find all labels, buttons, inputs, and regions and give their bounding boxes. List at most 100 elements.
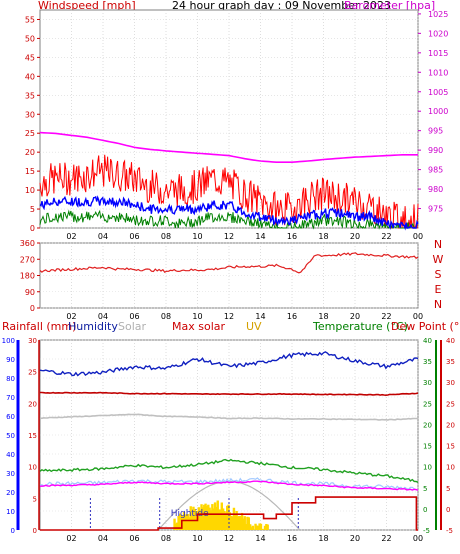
compass-label: W xyxy=(433,253,444,266)
uv-bar xyxy=(243,516,246,530)
direction-y-tick-label: 270 xyxy=(20,255,35,264)
wind-y-tick-label: 25 xyxy=(25,129,35,138)
wind-panel-frame xyxy=(39,9,419,229)
dew-point-y-tick-label: 20 xyxy=(446,421,455,429)
uv-bar xyxy=(173,518,176,530)
uv-bar xyxy=(201,507,205,530)
wind-direction-series xyxy=(39,252,419,274)
temperature-y-tick-label: 5 xyxy=(423,485,427,493)
rainfall-series xyxy=(40,496,418,531)
uv-bar xyxy=(238,515,241,530)
solar-series xyxy=(39,413,419,421)
humidity-y-tick-label: 0 xyxy=(11,527,15,535)
dew-point-y-tick-label: 25 xyxy=(446,400,455,408)
uv-bar xyxy=(190,515,194,530)
direction-y-tick-label: 90 xyxy=(25,288,35,297)
x-tick-label: 20 xyxy=(350,312,360,321)
uv-bar xyxy=(240,512,244,530)
barometer-y-tick-label: 985 xyxy=(428,166,443,175)
barometer-axis-title: Barometer [hpa] xyxy=(344,0,436,12)
uv-bar xyxy=(235,510,238,530)
humidity-y-tick-label: 80 xyxy=(6,375,15,383)
wind-y-tick-label: 20 xyxy=(25,148,35,157)
uv-bar xyxy=(232,507,236,530)
x-tick-label: 00 xyxy=(413,312,423,321)
uv-bar xyxy=(236,516,240,530)
x-tick-label: 12 xyxy=(224,534,234,543)
uv-bar xyxy=(255,525,259,530)
x-tick-label: 14 xyxy=(255,232,265,241)
barometer-y-tick-label: 1010 xyxy=(428,68,448,77)
humidity-y-tick-label: 10 xyxy=(6,508,15,516)
humidity-y-tick-label: 30 xyxy=(6,470,15,478)
uv-bar xyxy=(246,516,249,530)
x-tick-label: 16 xyxy=(287,534,297,543)
uv-bar xyxy=(227,504,230,530)
wind-y-tick-label: 40 xyxy=(25,72,35,81)
temperature-y-tick-label: 35 xyxy=(423,358,432,366)
humidity-y-tick-label: 90 xyxy=(6,356,15,364)
temperature-y-tick-label: 15 xyxy=(423,443,432,451)
x-tick-label: 12 xyxy=(224,312,234,321)
uv-bar xyxy=(250,527,253,530)
wind-gust-series xyxy=(39,154,419,229)
compass-label: N xyxy=(434,238,442,251)
barometer-y-tick-label: 1015 xyxy=(428,49,448,58)
uv-bar xyxy=(231,516,234,530)
uv-bar xyxy=(184,515,187,530)
uv-bar xyxy=(257,525,260,530)
x-tick-label: 18 xyxy=(318,534,328,543)
x-tick-label: 18 xyxy=(318,312,328,321)
wind-y-tick-label: 30 xyxy=(25,110,35,119)
uv-bar xyxy=(223,511,226,530)
uv-legend: UV xyxy=(246,320,262,333)
barometer-y-tick-label: 990 xyxy=(428,146,443,155)
uv-bar xyxy=(228,512,232,530)
dew-point-y-tick-label: 30 xyxy=(446,379,455,387)
wind-y-tick-label: 50 xyxy=(25,34,35,43)
high-tide-label: Hightide xyxy=(171,509,209,519)
temperature-y-tick-label: 40 xyxy=(423,337,432,345)
x-tick-label: 04 xyxy=(98,232,108,241)
direction-y-tick-label: 180 xyxy=(20,272,35,281)
compass-label: N xyxy=(434,298,442,311)
uv-bar xyxy=(220,502,223,530)
dew-point-legend: Dew Point (°C) xyxy=(391,320,460,333)
x-tick-label: 08 xyxy=(161,534,171,543)
x-tick-label: 08 xyxy=(161,232,171,241)
x-tick-label: 20 xyxy=(350,534,360,543)
uv-bar xyxy=(247,517,250,530)
humidity-y-tick-label: 50 xyxy=(6,432,15,440)
x-tick-label: 00 xyxy=(413,232,423,241)
uv-bar xyxy=(189,506,192,530)
x-tick-label: 06 xyxy=(129,312,139,321)
uv-bar xyxy=(230,515,233,530)
uv-bar xyxy=(207,504,210,530)
uv-bar xyxy=(259,523,263,530)
x-tick-label: 06 xyxy=(129,534,139,543)
dew-point-y-tick-label: 5 xyxy=(446,485,450,493)
barometer-y-tick-label: 1020 xyxy=(428,29,448,38)
dew-point-y-tick-label: 15 xyxy=(446,443,455,451)
temperature-y-tick-label: -5 xyxy=(423,527,430,535)
wind-y-tick-label: 15 xyxy=(25,167,35,176)
direction-y-tick-label: 360 xyxy=(20,239,35,248)
uv-bar xyxy=(185,514,188,530)
barometer-y-tick-label: 1025 xyxy=(428,10,448,19)
uv-bar xyxy=(217,509,221,530)
dew-point-y-tick-label: 10 xyxy=(446,464,455,472)
rain-y-tick-label: 0 xyxy=(33,527,37,535)
uv-bar xyxy=(209,510,213,530)
humidity-y-tick-label: 40 xyxy=(6,451,15,459)
uv-bar xyxy=(188,517,191,530)
uv-bar xyxy=(193,508,196,530)
rain-y-tick-label: 10 xyxy=(28,464,37,472)
x-tick-label: 22 xyxy=(381,534,391,543)
barometer-series xyxy=(39,131,418,163)
compass-label: E xyxy=(435,283,442,296)
uv-bar xyxy=(266,524,269,530)
uv-bar xyxy=(215,506,218,530)
temperature-y-tick-label: 30 xyxy=(423,379,432,387)
windspeed-axis-title: Windspeed [mph] xyxy=(38,0,136,12)
uv-bar xyxy=(219,509,222,530)
